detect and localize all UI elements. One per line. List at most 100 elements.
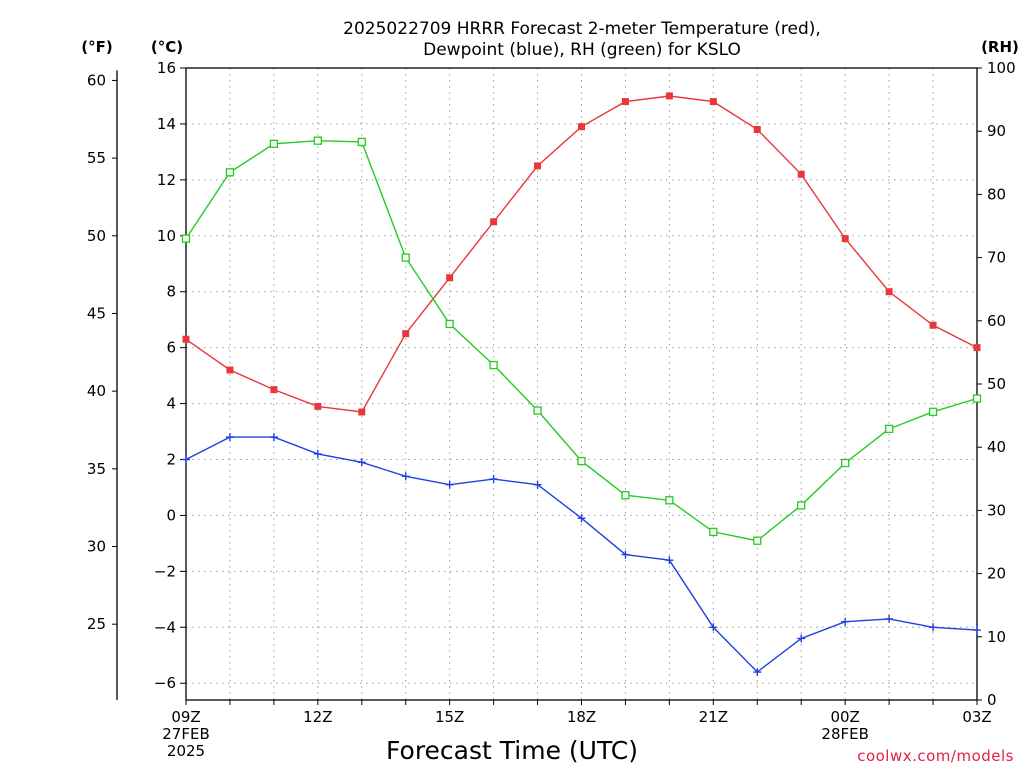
celsius-tick-label: 16 [157, 59, 176, 77]
rh-point [225, 168, 235, 177]
dewpoint-point [445, 480, 454, 489]
celsius-tick-label: −4 [154, 618, 176, 636]
x-tick-label: 18Z [567, 708, 596, 726]
rh-tick-label: 30 [987, 501, 1006, 519]
rh-tick-label: 50 [987, 375, 1006, 393]
rh-point [445, 319, 454, 329]
temperature-point [490, 218, 498, 226]
rh-tick-label: 40 [987, 438, 1006, 456]
fahrenheit-tick-label: 45 [87, 304, 106, 322]
celsius-tick-label: 14 [157, 115, 176, 133]
x-tick-label: 03Z [962, 708, 991, 726]
rh-point [665, 496, 674, 505]
dewpoint-point [929, 623, 938, 632]
dewpoint-point [225, 433, 234, 442]
temperature-point [709, 98, 717, 106]
fahrenheit-tick-label: 55 [87, 149, 106, 167]
fahrenheit-tick-label: 40 [87, 382, 106, 400]
plot-frame [185, 67, 978, 701]
celsius-tick-label: 12 [157, 171, 176, 189]
rh-tick-label: 70 [987, 249, 1006, 267]
x-tick-label: 28FEB [821, 725, 868, 743]
credit-text: coolwx.com/models [857, 747, 1014, 765]
dewpoint-point [577, 514, 586, 523]
temperature-point [358, 408, 366, 416]
dewpoint-point [401, 472, 410, 481]
rh-point [884, 424, 894, 434]
dewpoint-point [709, 623, 718, 632]
celsius-tick-label: 10 [157, 227, 176, 245]
fahrenheit-unit-label: (°F) [81, 38, 112, 56]
temperature-point [665, 92, 673, 100]
chart-title-line2: Dewpoint (blue), RH (green) for KSLO [423, 40, 741, 60]
celsius-tick-label: 2 [166, 451, 176, 469]
temperature-point [753, 126, 761, 134]
rh-point [797, 501, 806, 510]
fahrenheit-tick-label: 50 [87, 227, 106, 245]
dewpoint-point [269, 433, 278, 442]
dewpoint-point [621, 550, 630, 559]
rh-point [709, 527, 718, 537]
fahrenheit-tick-label: 30 [87, 538, 106, 556]
fahrenheit-tick-label: 60 [87, 71, 106, 89]
temperature-point [534, 162, 542, 170]
temperature-point [841, 235, 849, 243]
x-tick-label: 15Z [435, 708, 464, 726]
rh-tick-label: 60 [987, 312, 1006, 330]
temperature-point [270, 386, 278, 394]
rh-point [181, 234, 191, 243]
rh-point [489, 360, 498, 370]
temperature-point [885, 288, 893, 296]
rh-point [577, 456, 586, 466]
temperature-point [182, 335, 190, 343]
dewpoint-point [885, 614, 894, 623]
temperature-point [314, 402, 322, 410]
fahrenheit-tick-label: 25 [87, 615, 106, 633]
rh-point [357, 137, 366, 147]
dewpoint-point [665, 556, 674, 565]
celsius-tick-label: −6 [154, 674, 176, 692]
dewpoint-point [973, 626, 981, 635]
dewpoint-point [753, 668, 762, 677]
rh-tick-label: 20 [987, 565, 1006, 583]
x-tick-label: 27FEB [162, 725, 209, 743]
dewpoint-point [533, 480, 542, 489]
rh-tick-label: 0 [987, 691, 997, 709]
axes-layer: −6 −4 −2 0 2 4 6 8 10 12 14 16 25 30 35 40 45 50 55 60 0 10 20… [87, 59, 1016, 760]
temperature-point [578, 123, 585, 131]
celsius-tick-label: 0 [166, 506, 176, 524]
x-tick-label: 09Z [171, 708, 200, 726]
x-tick-label: 21Z [699, 708, 728, 726]
rh-point [401, 253, 410, 262]
rh-point [928, 407, 938, 416]
celsius-tick-label: 4 [166, 395, 176, 413]
rh-point [621, 491, 630, 500]
rh-point [313, 136, 322, 145]
dewpoint-point [797, 634, 806, 643]
rh-tick-label: 80 [987, 185, 1006, 203]
dewpoint-point [841, 617, 850, 626]
rh-tick-label: 100 [987, 59, 1016, 77]
x-tick-label: 12Z [303, 708, 332, 726]
temperature-point [929, 321, 937, 329]
temperature-point [621, 98, 629, 106]
temperature-point [973, 344, 981, 352]
fahrenheit-tick-label: 35 [87, 460, 106, 478]
temperature-point [797, 170, 805, 178]
rh-point [533, 406, 542, 415]
celsius-tick-label: 6 [166, 339, 176, 357]
celsius-unit-label: (°C) [151, 38, 183, 56]
x-tick-label: 2025 [167, 742, 205, 760]
celsius-tick-label: −2 [154, 562, 176, 580]
celsius-tick-label: 8 [166, 283, 176, 301]
temperature-point [226, 366, 234, 374]
rh-unit-label: (RH) [981, 38, 1019, 56]
temperature-point [446, 274, 454, 282]
rh-tick-label: 90 [987, 122, 1006, 140]
dewpoint-point [357, 458, 366, 467]
rh-point [841, 458, 850, 468]
rh-point [972, 394, 982, 403]
dewpoint-point [182, 455, 190, 464]
